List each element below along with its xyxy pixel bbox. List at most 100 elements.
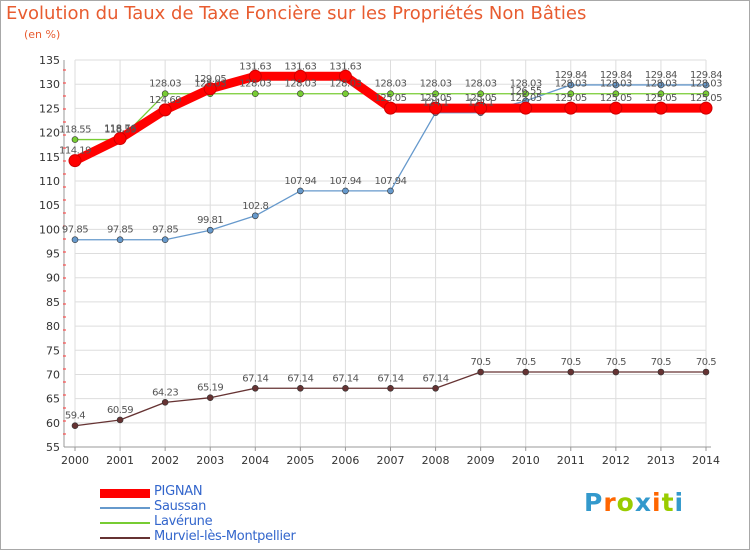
data-point <box>68 154 82 168</box>
data-label: 128.03 <box>510 79 542 90</box>
logo-letter: o <box>616 488 635 517</box>
data-label: 97.85 <box>152 225 178 236</box>
data-label: 125.05 <box>420 93 452 104</box>
data-point <box>161 90 169 98</box>
y-tick-label: 125 <box>39 102 60 115</box>
data-point <box>567 81 575 89</box>
data-point <box>567 90 575 98</box>
series-layer <box>68 69 713 430</box>
data-label: 70.5 <box>696 357 716 368</box>
data-label: 128.03 <box>690 79 722 90</box>
data-point <box>474 101 488 115</box>
data-label: 59.4 <box>65 411 85 422</box>
data-label: 129.84 <box>555 70 587 81</box>
data-label: 129.84 <box>600 70 632 81</box>
x-tick-label: 2007 <box>377 454 405 467</box>
data-point <box>161 236 169 244</box>
x-tick-label: 2014 <box>692 454 720 467</box>
data-label: 128.03 <box>149 79 181 90</box>
data-label: 131.63 <box>284 61 316 72</box>
data-point <box>116 236 124 244</box>
data-label: 102.8 <box>242 201 268 212</box>
data-label: 128.03 <box>375 79 407 90</box>
data-label: 70.5 <box>516 357 536 368</box>
x-tick-label: 2001 <box>106 454 134 467</box>
data-point <box>338 69 352 83</box>
data-label: 125.05 <box>555 93 587 104</box>
data-label: 64.23 <box>152 387 178 398</box>
data-label: 125.05 <box>465 93 497 104</box>
y-tick-label: 70 <box>46 368 60 381</box>
x-tick-label: 2005 <box>286 454 314 467</box>
y-tick-label: 90 <box>46 272 60 285</box>
data-point <box>567 368 575 376</box>
data-label: 129.05 <box>194 74 226 85</box>
chart-title: Evolution du Taux de Taxe Foncière sur l… <box>6 3 587 24</box>
data-label: 126.55 <box>510 86 542 97</box>
data-label: 125.05 <box>375 93 407 104</box>
data-point <box>297 187 304 195</box>
data-label: 129.84 <box>645 70 677 81</box>
data-label: 128.03 <box>329 79 361 90</box>
data-point <box>113 132 127 146</box>
data-point <box>71 136 79 143</box>
data-point <box>702 90 710 98</box>
data-point <box>297 384 304 392</box>
data-label: 129.84 <box>690 70 722 81</box>
data-label: 107.94 <box>329 176 361 187</box>
axis-layer: 5560657075808590951001051101151201251301… <box>39 54 720 467</box>
data-point <box>203 82 217 96</box>
y-tick-label: 60 <box>46 417 60 430</box>
data-label: 97.85 <box>62 225 88 236</box>
proxiti-logo: Proxiti <box>584 488 684 517</box>
data-point <box>477 368 484 376</box>
data-label: 128.03 <box>645 79 677 90</box>
data-label: 67.14 <box>332 373 358 384</box>
data-point <box>519 101 533 115</box>
data-point <box>342 90 349 98</box>
data-point <box>251 384 259 392</box>
legend-label: Murviel-lès-Montpellier <box>154 529 296 544</box>
data-label: 67.14 <box>242 373 268 384</box>
grid-layer <box>74 59 707 448</box>
data-label: 131.63 <box>239 61 271 72</box>
data-label: 118.55 <box>104 125 136 136</box>
y-axis-unit: (en %) <box>24 28 61 41</box>
data-point <box>522 368 530 376</box>
x-tick-label: 2010 <box>512 454 540 467</box>
legend-swatch <box>100 488 150 498</box>
data-point <box>432 90 439 98</box>
legend-swatch <box>100 537 150 539</box>
data-label: 70.5 <box>561 357 581 368</box>
y-tick-label: 135 <box>39 54 60 67</box>
data-point <box>612 81 620 89</box>
data-point <box>342 187 349 195</box>
data-label: 60.59 <box>107 405 133 416</box>
data-label: 125.05 <box>600 93 632 104</box>
y-tick-label: 95 <box>46 248 60 261</box>
logo-letter: P <box>584 488 604 517</box>
data-label: 107.94 <box>284 176 316 187</box>
data-point <box>432 384 439 392</box>
data-label: 128.03 <box>420 79 452 90</box>
data-point <box>612 90 620 98</box>
data-point <box>654 101 668 115</box>
data-point <box>387 187 394 195</box>
x-tick-label: 2013 <box>647 454 675 467</box>
x-tick-label: 2009 <box>467 454 495 467</box>
data-label: 67.14 <box>287 373 313 384</box>
data-label: 128.03 <box>555 79 587 90</box>
data-point <box>116 416 124 424</box>
data-label: 124.69 <box>149 95 181 106</box>
data-label: 99.81 <box>197 215 223 226</box>
data-label: 125.05 <box>645 93 677 104</box>
y-tick-label: 65 <box>46 393 60 406</box>
data-point <box>158 103 172 117</box>
logo-letter: i <box>652 488 662 517</box>
data-point <box>206 394 214 402</box>
data-label: 124.1 <box>423 98 449 109</box>
x-tick-label: 2002 <box>151 454 179 467</box>
data-label: 70.5 <box>651 357 671 368</box>
data-point <box>384 101 397 115</box>
